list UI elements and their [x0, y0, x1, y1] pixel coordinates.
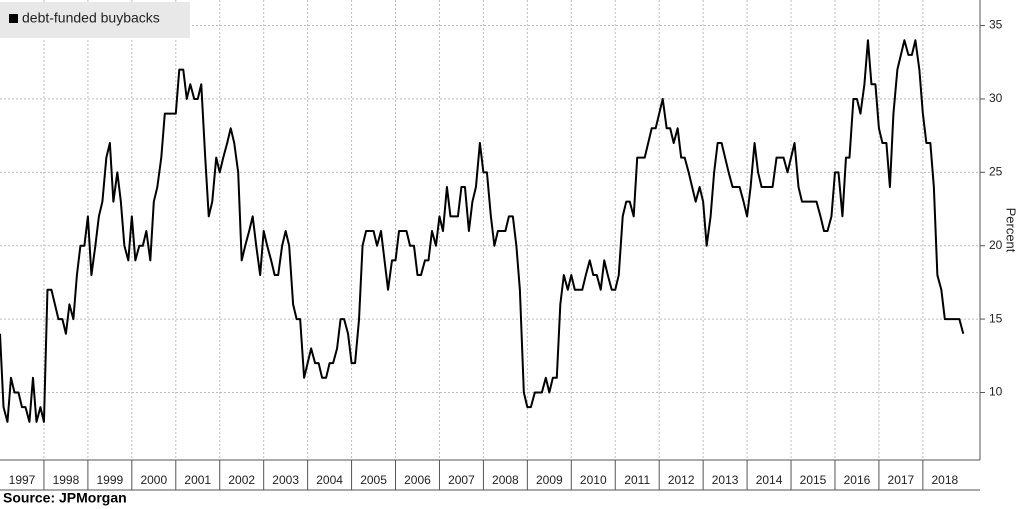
y-tick-label: 30	[989, 91, 1003, 105]
x-tick-label: 2015	[800, 473, 827, 487]
x-tick-label: 2004	[316, 473, 343, 487]
x-tick-label: 2011	[624, 473, 650, 487]
legend-swatch	[9, 14, 18, 23]
x-tick-label: 2014	[756, 473, 783, 487]
x-tick-label: 2013	[712, 473, 739, 487]
x-tick-label: 2010	[580, 473, 607, 487]
x-tick-label: 2007	[448, 473, 475, 487]
x-tick-label: 2003	[272, 473, 299, 487]
series-line	[0, 39, 965, 423]
legend-box	[0, 2, 190, 38]
legend-label: debt-funded buybacks	[22, 10, 160, 26]
x-tick-label: 1999	[97, 473, 124, 487]
y-tick-label: 10	[989, 385, 1003, 399]
x-tick-label: 2017	[888, 473, 915, 487]
x-tick-label: 2006	[404, 473, 431, 487]
y-tick-label: 20	[989, 238, 1003, 252]
x-tick-label: 2012	[668, 473, 695, 487]
x-tick-label: 2009	[536, 473, 563, 487]
y-tick-label: 15	[989, 311, 1003, 325]
y-tick-label: 25	[989, 164, 1003, 178]
x-tick-label: 1998	[53, 473, 80, 487]
source: Source: JPMorgan	[3, 490, 127, 506]
x-tick-label: 2000	[140, 473, 167, 487]
x-tick-label: 2018	[931, 473, 958, 487]
y-tick-label: 35	[989, 18, 1003, 32]
x-tick-label: 2008	[492, 473, 519, 487]
y-axis-label: Percent	[1004, 208, 1019, 253]
x-tick-label: 2001	[184, 473, 211, 487]
x-tick-label: 2005	[360, 473, 387, 487]
x-tick-label: 1997	[9, 473, 36, 487]
x-tick-label: 2016	[844, 473, 871, 487]
x-tick-label: 2002	[228, 473, 255, 487]
grid	[0, 0, 980, 460]
plot	[0, 39, 965, 423]
